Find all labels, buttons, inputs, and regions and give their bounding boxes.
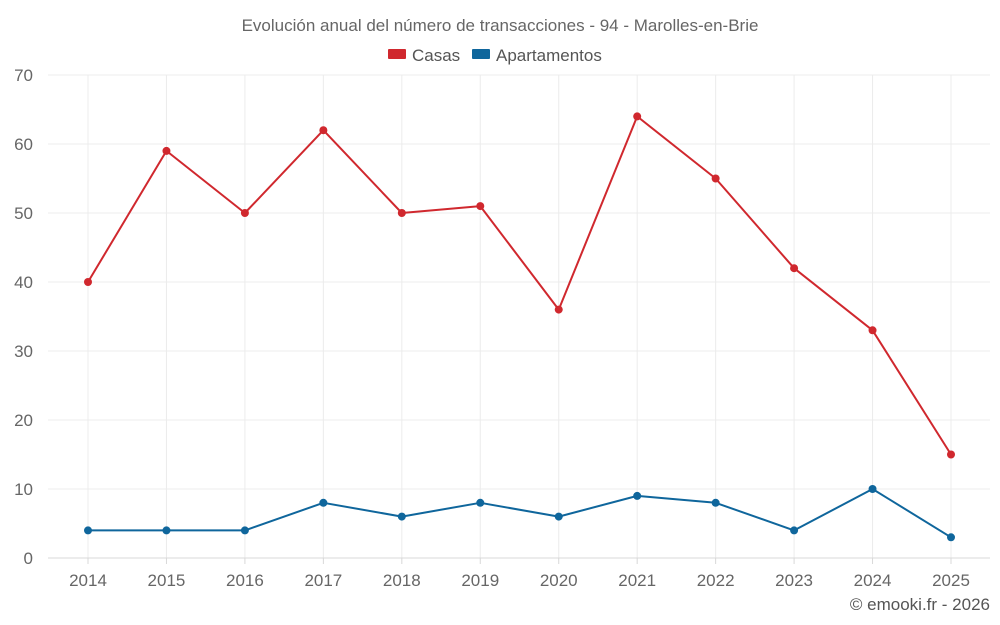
x-tick-label: 2022 xyxy=(697,571,735,590)
data-point-apartamentos-2019[interactable] xyxy=(476,498,485,507)
x-tick-label: 2015 xyxy=(148,571,186,590)
y-tick-label: 40 xyxy=(14,273,33,292)
data-point-casas-2019[interactable] xyxy=(476,202,485,211)
y-tick-label: 20 xyxy=(14,411,33,430)
series-line-apartamentos xyxy=(88,488,952,539)
chart-title: Evolución anual del número de transaccio… xyxy=(242,16,759,35)
data-point-apartamentos-2015[interactable] xyxy=(162,526,171,535)
legend-swatch-apartamentos xyxy=(472,49,490,59)
x-tick-label: 2018 xyxy=(383,571,421,590)
data-point-casas-2015[interactable] xyxy=(162,146,171,155)
y-tick-label: 50 xyxy=(14,204,33,223)
data-point-apartamentos-2020[interactable] xyxy=(554,512,563,521)
data-point-apartamentos-2014[interactable] xyxy=(84,526,92,535)
x-tick-label: 2020 xyxy=(540,571,578,590)
y-tick-label: 30 xyxy=(14,342,33,361)
data-point-apartamentos-2018[interactable] xyxy=(397,512,406,521)
data-point-apartamentos-2017[interactable] xyxy=(319,498,328,507)
legend: Casas Apartamentos xyxy=(388,46,602,65)
data-point-casas-2017[interactable] xyxy=(319,126,328,135)
x-tick-label: 2019 xyxy=(461,571,499,590)
x-tick-label: 2025 xyxy=(932,571,970,590)
legend-item-casas[interactable]: Casas xyxy=(388,46,460,65)
legend-swatch-casas xyxy=(388,49,406,59)
x-tick-label: 2021 xyxy=(618,571,656,590)
y-tick-label: 60 xyxy=(14,135,33,154)
data-point-casas-2023[interactable] xyxy=(790,264,799,273)
axes: 0 10 20 30 40 50 60 70 2014 2015 2016 2017 2018 2019 2… xyxy=(14,66,990,590)
grid xyxy=(48,74,990,558)
x-tick-label: 2014 xyxy=(69,571,107,590)
y-tick-label: 10 xyxy=(14,480,33,499)
data-point-casas-2021[interactable] xyxy=(633,112,642,121)
credit-text: © emooki.fr - 2026 xyxy=(850,595,990,614)
y-tick-label: 70 xyxy=(14,66,33,85)
data-point-apartamentos-2022[interactable] xyxy=(711,498,720,507)
data-point-casas-2024[interactable] xyxy=(868,326,877,335)
x-tick-label: 2016 xyxy=(226,571,264,590)
x-tick-label: 2024 xyxy=(854,571,892,590)
data-point-apartamentos-2024[interactable] xyxy=(868,485,877,493)
x-tick-label: 2023 xyxy=(775,571,813,590)
data-point-casas-2025[interactable] xyxy=(947,450,955,459)
data-point-casas-2018[interactable] xyxy=(397,209,406,217)
legend-item-apartamentos[interactable]: Apartamentos xyxy=(472,46,602,65)
legend-label-casas: Casas xyxy=(412,46,460,65)
legend-label-apartamentos: Apartamentos xyxy=(496,46,602,65)
data-point-apartamentos-2025[interactable] xyxy=(947,533,955,542)
data-point-casas-2014[interactable] xyxy=(84,278,92,286)
data-point-apartamentos-2016[interactable] xyxy=(240,526,249,535)
data-point-casas-2016[interactable] xyxy=(240,209,249,217)
data-point-apartamentos-2023[interactable] xyxy=(790,526,799,535)
data-point-casas-2020[interactable] xyxy=(554,305,563,314)
data-point-casas-2022[interactable] xyxy=(711,174,720,183)
x-tick-label: 2017 xyxy=(304,571,342,590)
data-point-apartamentos-2021[interactable] xyxy=(633,491,642,500)
series-line-casas xyxy=(87,115,952,456)
series xyxy=(84,112,955,542)
y-tick-label: 0 xyxy=(24,549,33,568)
